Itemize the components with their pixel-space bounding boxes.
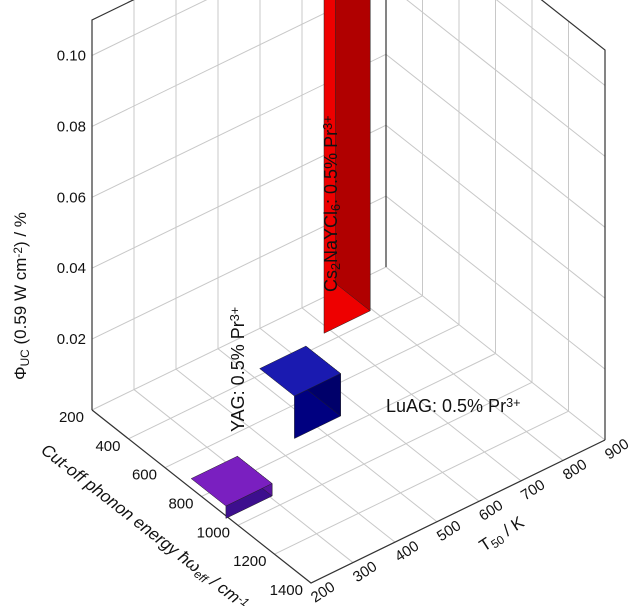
phonon-tick-label: 1400 <box>270 582 303 599</box>
bar-face-top <box>190 455 273 507</box>
bar-label-luag-text: LuAG: 0.5% Pr3+ <box>386 396 520 416</box>
axis-frame <box>91 409 606 584</box>
z-tick-label: 0.06 <box>57 189 86 206</box>
z-axis-title-text-part: UC <box>18 349 32 367</box>
chart-bars <box>190 0 371 519</box>
bar-face-top <box>259 345 342 397</box>
phonon-axis-title-text-part: Cut-off phonon energy <box>38 440 187 562</box>
axis-frame <box>91 0 606 440</box>
bar-label-cs2naycl6-text-part: 3+ <box>321 116 335 130</box>
phonon-tick-label: 600 <box>132 467 157 484</box>
bar-label-luag-text-part: LuAG: 0.5% Pr <box>386 396 506 416</box>
bar-label-yag-text-part: YAG: 0.5% Pr <box>228 321 248 432</box>
z-tick-label: 0.10 <box>57 47 86 64</box>
phonon-tick-label: 1000 <box>197 524 230 541</box>
bar-label-yag-text-part: 3+ <box>228 307 242 321</box>
grid-line <box>91 0 606 157</box>
phonon-tick-label: 800 <box>168 496 193 513</box>
chart-axes <box>91 0 606 584</box>
phonon-tick-label: 1200 <box>233 553 266 570</box>
z-axis-title-text-part: (0.59 W cm <box>11 258 30 350</box>
grid-line <box>301 307 522 482</box>
bar-0 <box>190 455 273 519</box>
bar-label-cs2naycl6-text-part: Cs <box>321 270 341 292</box>
phonon-tick-label: 400 <box>95 438 120 455</box>
grid-line <box>343 287 564 461</box>
bar-label-cs2naycl6-text-part: 2 <box>329 263 343 270</box>
grid-line <box>91 0 606 86</box>
bar-label-cs2naycl6-text: Cs2NaYCl6: 0.5% Pr3+ <box>321 116 343 292</box>
bar-label-cs2naycl6-text-part: : 0.5% Pr <box>321 130 341 204</box>
bar-label-yag: YAG: 0.5% Pr3+ <box>228 307 248 432</box>
z-tick-label: 0.04 <box>57 260 86 277</box>
bar-label-cs2naycl6: Cs2NaYCl6: 0.5% Pr3+ <box>321 116 343 292</box>
t50-tick-label: 900 <box>602 435 630 463</box>
z-tick-label: 0.02 <box>57 331 86 348</box>
z-axis-title-text-part: -2 <box>11 247 25 258</box>
bar-face-side <box>335 0 371 312</box>
bar-label-cs2naycl6-text-part: NaYCl <box>321 211 341 263</box>
grid-line <box>175 368 396 543</box>
bar-label-yag-text: YAG: 0.5% Pr3+ <box>228 307 248 432</box>
z-axis-title-text-part: ) / % <box>11 212 30 247</box>
grid-line <box>274 410 569 555</box>
z-axis-title-text: ΦUC (0.59 W cm-2) / % <box>11 212 32 380</box>
bar-label-luag-text-part: 3+ <box>506 396 520 410</box>
bar-1 <box>259 345 342 439</box>
bar-2 <box>323 0 371 334</box>
grid-line <box>217 348 438 523</box>
z-tick-label: 0.08 <box>57 118 86 135</box>
z-axis-title-text-part: Φ <box>11 366 30 380</box>
phonon-tick-label: 200 <box>59 409 84 426</box>
grid-line <box>237 381 533 526</box>
z-axis-title: ΦUC (0.59 W cm-2) / % <box>11 212 32 380</box>
bar-label-cs2naycl6-text-part: 6 <box>329 204 343 211</box>
